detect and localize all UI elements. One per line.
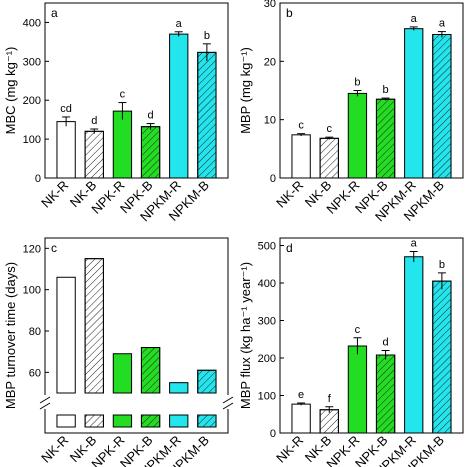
significance-letter: b bbox=[439, 259, 445, 271]
bar bbox=[404, 28, 424, 179]
ytick-label: 20 bbox=[264, 56, 276, 68]
bar bbox=[347, 345, 368, 434]
plot-frame bbox=[44, 2, 229, 179]
panel-letter: a bbox=[51, 6, 58, 20]
bar-stub bbox=[169, 414, 189, 428]
panel-d: d 0 100 200 300 400 500 MBP flux (kg ha⁻¹ year⁻… bbox=[238, 237, 464, 467]
bar bbox=[404, 256, 424, 434]
ytick-label: 60 bbox=[29, 367, 41, 379]
panel-letter: d bbox=[286, 241, 293, 255]
bar-stub-hatch bbox=[140, 414, 161, 428]
ytick-label: 100 bbox=[258, 391, 276, 403]
xtick-label: NK-R bbox=[273, 433, 306, 466]
axis-break-gap bbox=[43, 395, 230, 409]
ytick-label: 300 bbox=[258, 316, 276, 328]
ytick-label: 30 bbox=[264, 0, 276, 10]
y-axis-label: MBP turnover time (days) bbox=[3, 262, 18, 409]
significance-letter: c bbox=[298, 120, 304, 132]
significance-letter: a bbox=[411, 238, 418, 250]
bar-hatch bbox=[84, 130, 104, 179]
significance-letter: d bbox=[91, 115, 97, 127]
ytick-label: 0 bbox=[270, 428, 276, 440]
xtick-label: NK-R bbox=[273, 178, 306, 211]
plot-frame bbox=[279, 237, 464, 434]
significance-letter: c bbox=[327, 123, 333, 135]
axis-break-mark bbox=[222, 396, 234, 404]
bar bbox=[56, 276, 76, 394]
ytick-label: 100 bbox=[23, 285, 41, 297]
bar bbox=[56, 121, 76, 179]
bar bbox=[291, 134, 311, 179]
bar-hatch bbox=[197, 369, 217, 394]
bar bbox=[112, 353, 133, 394]
significance-letter: c bbox=[355, 324, 361, 336]
plot-frame bbox=[44, 237, 229, 434]
plot-frame bbox=[279, 2, 464, 179]
significance-letter: a bbox=[439, 18, 446, 30]
bar bbox=[169, 382, 189, 394]
y-axis-label: MBP flux (kg ha⁻¹ year⁻¹) bbox=[238, 262, 253, 409]
bar-hatch bbox=[375, 98, 396, 179]
bar-hatch bbox=[197, 51, 217, 179]
significance-letter: f bbox=[328, 393, 332, 405]
bar-hatch bbox=[140, 347, 161, 394]
significance-letter: c bbox=[120, 89, 126, 101]
significance-letter: d bbox=[383, 337, 389, 349]
ytick-label: 200 bbox=[23, 95, 41, 107]
bar-hatch bbox=[140, 126, 161, 179]
bar-hatch bbox=[375, 354, 396, 434]
xtick-label: NK-R bbox=[38, 433, 71, 466]
bar-hatch bbox=[432, 280, 452, 434]
bar-stub bbox=[56, 414, 76, 428]
axis-break-mark bbox=[222, 402, 234, 410]
bar bbox=[112, 110, 133, 179]
bar bbox=[347, 92, 368, 179]
significance-letter: b bbox=[204, 30, 210, 42]
bar-hatch bbox=[319, 409, 339, 434]
y-axis-label: MBP (mg kg⁻¹) bbox=[238, 47, 253, 134]
axis-break-mark bbox=[39, 402, 51, 410]
axis-break-mark bbox=[39, 396, 51, 404]
panel-letter: b bbox=[286, 6, 293, 20]
significance-letter: a bbox=[411, 13, 418, 25]
y-axis-label: MBC (mg kg⁻¹) bbox=[3, 47, 18, 135]
bar-stub-hatch bbox=[197, 414, 217, 428]
ytick-label: 200 bbox=[258, 353, 276, 365]
bar bbox=[169, 33, 189, 179]
significance-letter: e bbox=[298, 389, 304, 401]
xtick-label: NK-R bbox=[38, 178, 71, 211]
significance-letter: d bbox=[148, 110, 154, 122]
bar-hatch bbox=[84, 258, 104, 394]
ytick-label: 400 bbox=[23, 17, 41, 29]
bar-stub-hatch bbox=[84, 414, 104, 428]
ytick-label: 400 bbox=[258, 278, 276, 290]
bar-stub bbox=[112, 414, 133, 428]
bar bbox=[291, 403, 311, 434]
ytick-label: 0 bbox=[35, 173, 41, 185]
ytick-label: 80 bbox=[29, 326, 41, 338]
significance-letter: b bbox=[354, 77, 360, 89]
ytick-label: 500 bbox=[258, 241, 276, 253]
ytick-label: 0 bbox=[270, 173, 276, 185]
bar-hatch bbox=[319, 137, 339, 179]
panel-letter: c bbox=[51, 241, 57, 255]
significance-letter: a bbox=[176, 18, 183, 30]
ytick-label: 100 bbox=[23, 134, 41, 146]
ytick-label: 300 bbox=[23, 56, 41, 68]
ytick-label: 120 bbox=[23, 243, 41, 255]
ytick-label: 10 bbox=[264, 115, 276, 127]
significance-letter: b bbox=[383, 84, 389, 96]
bar-hatch bbox=[432, 34, 452, 179]
significance-letter: cd bbox=[60, 103, 72, 115]
